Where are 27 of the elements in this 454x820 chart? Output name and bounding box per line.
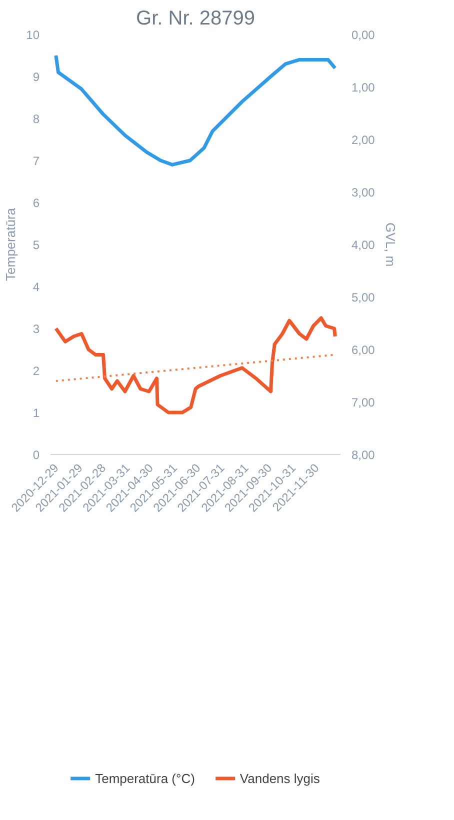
- y2-tick-label: 5,00: [352, 290, 376, 304]
- y-tick-label: 1: [32, 406, 40, 420]
- y-tick-label: 4: [32, 280, 40, 294]
- y-axis-title: Temperatūra: [3, 207, 18, 281]
- y2-tick-label: 2,00: [352, 133, 376, 147]
- y-tick-label: 7: [32, 154, 40, 168]
- chart-title: Gr. Nr. 28799: [136, 8, 255, 30]
- y2-tick-label: 3,00: [352, 186, 376, 200]
- y-tick-label: 2: [32, 364, 40, 378]
- y2-tick-label: 0,00: [352, 28, 376, 42]
- y2-tick-label: 7,00: [352, 396, 376, 410]
- y-tick-label: 6: [32, 196, 40, 210]
- y-tick-label: 8: [32, 112, 40, 126]
- legend-label: Temperatūra (°C): [95, 770, 195, 786]
- y-tick-label: 5: [32, 238, 40, 252]
- y2-axis-title: GVL, m: [382, 222, 398, 267]
- y-tick-label: 9: [32, 70, 40, 84]
- y-tick-label: 0: [32, 448, 40, 462]
- y-tick-label: 3: [32, 322, 40, 336]
- y2-tick-label: 1,00: [352, 80, 376, 94]
- y2-tick-label: 6,00: [352, 343, 376, 357]
- line-series: [54, 316, 337, 414]
- y-tick-label: 10: [26, 28, 40, 42]
- y2-tick-label: 8,00: [352, 448, 376, 462]
- y2-tick-label: 4,00: [352, 238, 376, 252]
- line-series: [54, 54, 337, 166]
- legend-label: Vandens lygis: [240, 770, 320, 786]
